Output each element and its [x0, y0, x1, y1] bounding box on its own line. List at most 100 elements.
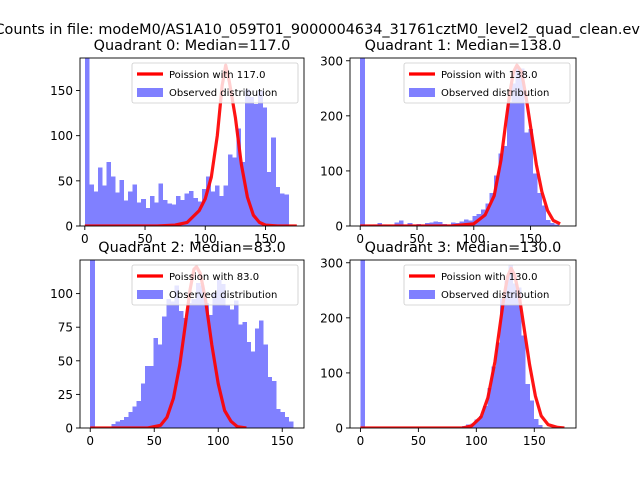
- histogram-bar: [259, 320, 264, 428]
- histogram-bar: [208, 315, 214, 428]
- histogram-bar: [93, 191, 99, 226]
- histogram-bar: [284, 194, 289, 226]
- histogram-bar: [545, 219, 551, 226]
- histogram-bar: [162, 199, 168, 226]
- histogram-bar: [502, 146, 508, 226]
- histogram-bar: [519, 68, 525, 226]
- subplot-quadrant-0: 0 50 100 150 0 50 100 150 Quadrant 0: Median=117…: [50, 38, 305, 246]
- legend-box: [131, 62, 299, 104]
- histogram-bar: [437, 222, 443, 226]
- subplot-quadrant-3: 0 50 100 150 0 100 200 300 Quadrant 3: Median=13…: [320, 240, 577, 448]
- x-tick-label: 100: [465, 434, 488, 448]
- histogram-bar: [214, 185, 220, 226]
- axes-frame: [349, 57, 577, 227]
- x-tick-label: 50: [409, 232, 424, 246]
- legend-box: [403, 62, 571, 104]
- histogram-bar: [512, 283, 518, 428]
- histogram-bar: [180, 199, 185, 226]
- axes-frame: [79, 259, 305, 429]
- histogram-bar: [221, 284, 226, 428]
- y-tick-label: 50: [58, 354, 73, 368]
- histogram-bar: [132, 184, 138, 226]
- histogram-bar: [197, 201, 203, 226]
- histogram-bar: [253, 104, 259, 226]
- histogram-bar: [533, 419, 539, 428]
- legend-observed-swatch: [409, 88, 435, 97]
- x-tick-label: 100: [194, 232, 217, 246]
- histogram-bar: [537, 192, 542, 226]
- x-tick-label: 50: [411, 434, 426, 448]
- histogram-bar: [89, 184, 94, 226]
- histogram-bar: [275, 187, 281, 226]
- histogram-bar: [223, 185, 229, 226]
- y-tick-label: 100: [50, 287, 73, 301]
- histogram-bar: [184, 193, 190, 226]
- histogram-bar: [188, 190, 194, 226]
- histogram-bar: [145, 366, 150, 428]
- histogram-bar: [472, 216, 478, 226]
- histogram-bar: [227, 154, 233, 226]
- histogram-bar: [271, 380, 277, 428]
- y-tick-label: 300: [320, 54, 343, 68]
- histogram-bar: [538, 425, 543, 428]
- histogram-bar: [153, 337, 159, 428]
- subplot-title: Quadrant 2: Median=83.0: [98, 240, 286, 256]
- y-tick-label: 200: [320, 311, 343, 325]
- histogram-bar: [102, 185, 107, 226]
- histogram-bar: [145, 207, 151, 226]
- histogram-bar: [154, 202, 159, 226]
- histogram-bar: [236, 128, 242, 226]
- histogram-bar: [157, 344, 163, 428]
- histogram-bar: [191, 298, 197, 428]
- histogram-bar: [175, 196, 181, 226]
- histogram-bar: [478, 415, 484, 428]
- x-tick-label: 100: [207, 434, 230, 448]
- legend: Poission with 130.0 Observed distribution: [403, 264, 571, 306]
- histogram-bar: [254, 328, 260, 428]
- plot-area: [360, 260, 565, 428]
- histogram-bar: [399, 220, 404, 226]
- histogram-bar: [489, 192, 495, 226]
- histogram-bar: [140, 383, 146, 428]
- y-tick-label: 25: [58, 388, 73, 402]
- histogram-bar: [90, 260, 95, 428]
- histogram-bar: [206, 176, 211, 226]
- histogram-bar: [115, 421, 121, 428]
- legend-poisson-label: Poission with 83.0: [169, 272, 259, 283]
- histogram-bar: [171, 204, 177, 226]
- histogram-bar: [162, 316, 167, 428]
- subplot-title: Quadrant 3: Median=130.0: [365, 240, 562, 256]
- histogram-bar: [136, 202, 142, 226]
- legend-observed-swatch: [137, 290, 163, 299]
- histogram-bar: [187, 303, 192, 428]
- legend-box: [131, 264, 299, 306]
- axes-frame: [79, 57, 305, 227]
- histogram-bar: [166, 298, 171, 428]
- histogram-bar: [210, 191, 216, 226]
- histogram-bar: [494, 175, 499, 226]
- x-tick-label: 0: [81, 232, 89, 246]
- histogram-bar: [524, 132, 529, 226]
- legend-observed-swatch: [409, 290, 435, 299]
- histogram-bar: [500, 298, 505, 428]
- histogram-bar: [433, 221, 439, 226]
- histogram-bar: [529, 400, 535, 428]
- subplot-quadrant-1: 0 50 100 150 0 100 200 300 Quadrant 1: Median=13…: [320, 38, 577, 246]
- histogram-bar: [111, 423, 116, 428]
- histogram-bar: [238, 324, 243, 428]
- legend: Poission with 138.0 Observed distribution: [403, 62, 571, 104]
- histogram-bar: [110, 176, 116, 226]
- x-tick-label: 0: [357, 434, 365, 448]
- y-tick-label: 100: [320, 164, 343, 178]
- histogram-bar: [515, 66, 521, 226]
- histogram-bar: [495, 342, 501, 428]
- histogram-bar: [474, 419, 480, 428]
- histogram-bar: [483, 405, 488, 428]
- histogram-bar: [508, 264, 514, 428]
- histogram-bar: [394, 222, 400, 226]
- histogram-bar: [429, 222, 434, 226]
- histogram-bar: [84, 58, 90, 226]
- histogram-bar: [491, 366, 497, 428]
- histogram-bar: [216, 280, 222, 428]
- y-tick-label: 0: [335, 422, 343, 436]
